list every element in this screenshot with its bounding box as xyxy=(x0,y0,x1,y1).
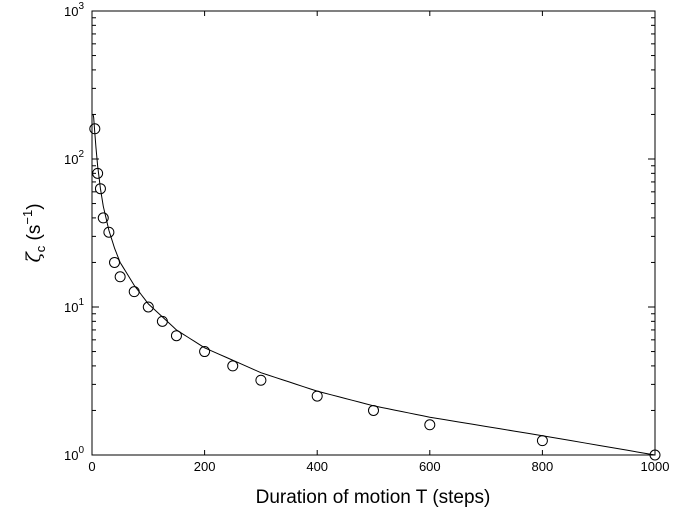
y-axis-label: ζc (s−1) xyxy=(20,203,48,262)
x-axis-label: Duration of motion T (steps) xyxy=(256,487,491,508)
data-point xyxy=(536,435,548,447)
data-point xyxy=(109,256,121,268)
data-point xyxy=(255,374,267,386)
data-point xyxy=(114,271,126,283)
x-tick-label: 800 xyxy=(532,459,554,474)
plot-frame xyxy=(91,10,656,456)
y-tick-label: 102 xyxy=(64,149,84,167)
y-tick-label: 103 xyxy=(64,1,84,19)
data-point xyxy=(156,315,168,327)
tick-labels: 0 200 400 600 800 1000 100 101 102 103 xyxy=(64,1,669,474)
y-axis-label-unit-close: ) xyxy=(24,203,45,209)
fit-line xyxy=(92,114,656,456)
data-point xyxy=(92,167,104,179)
data-point xyxy=(94,183,106,195)
x-tick-label: 1000 xyxy=(641,459,670,474)
data-point xyxy=(227,360,239,372)
markers xyxy=(89,123,661,461)
y-axis-label-unit-open: (s xyxy=(24,225,45,246)
y-axis-label-superscript: −1 xyxy=(20,210,35,225)
data-point xyxy=(128,286,140,298)
data-point xyxy=(199,346,211,358)
data-point xyxy=(97,212,109,224)
x-tick-label: 600 xyxy=(419,459,441,474)
data-point xyxy=(649,449,661,461)
ticks xyxy=(91,10,656,456)
x-tick-label: 0 xyxy=(88,459,95,474)
data-point xyxy=(311,390,323,402)
y-axis-label-symbol: ζ xyxy=(23,251,45,263)
data-point xyxy=(142,301,154,313)
x-tick-label: 200 xyxy=(194,459,216,474)
y-axis-label-subscript: c xyxy=(33,245,48,252)
y-tick-label: 101 xyxy=(64,297,84,315)
x-tick-label: 400 xyxy=(306,459,328,474)
data-point xyxy=(170,330,182,342)
data-point xyxy=(103,226,115,238)
data-point xyxy=(424,419,436,431)
data-point xyxy=(89,123,101,135)
y-tick-label: 100 xyxy=(64,445,84,463)
data-point xyxy=(368,404,379,416)
